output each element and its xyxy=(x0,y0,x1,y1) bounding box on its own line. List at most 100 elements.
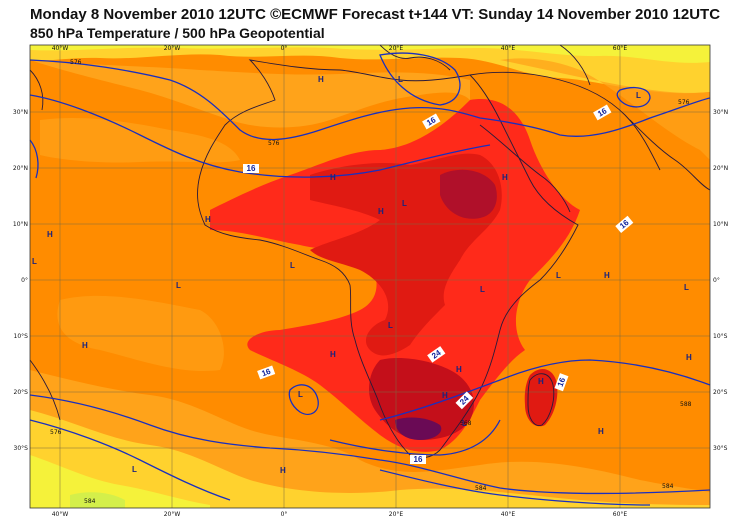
geo-label: 576 xyxy=(50,429,62,436)
kalahari-extreme-core xyxy=(395,417,442,440)
lat-label: 20°N xyxy=(713,165,728,172)
geo-label: 584 xyxy=(475,485,487,492)
lon-label: 0° xyxy=(281,45,288,52)
lat-label: 0° xyxy=(713,277,720,284)
lon-label: 60°E xyxy=(613,45,628,52)
lat-label: 10°S xyxy=(713,333,728,340)
lat-label: 10°N xyxy=(13,221,28,228)
pressure-markers: H H H H H H H H H H H H H H H L L L L L … xyxy=(32,75,692,475)
low-marker: L xyxy=(636,91,641,100)
label-box xyxy=(455,391,474,410)
lon-label: 20°E xyxy=(389,511,404,518)
high-marker: H xyxy=(456,365,462,374)
coastlines xyxy=(29,44,711,459)
map-subtitle: 850 hPa Temperature / 500 hPa Geopotenti… xyxy=(30,25,325,41)
high-marker: H xyxy=(82,341,88,350)
geo-label: 576 xyxy=(678,99,690,106)
map-title: Monday 8 November 2010 12UTC ©ECMWF Fore… xyxy=(30,6,721,23)
north-cold-band xyxy=(30,45,710,63)
lat-label: 0° xyxy=(21,277,28,284)
label-box xyxy=(257,365,276,380)
map-frame xyxy=(29,44,711,509)
high-marker: H xyxy=(686,353,692,362)
high-marker: H xyxy=(538,377,544,386)
high-marker: H xyxy=(47,230,53,239)
contour-labels: 16 16 16 16 16 24 24 16 16 576 576 576 5… xyxy=(50,59,692,505)
lat-label: 20°N xyxy=(13,165,28,172)
lat-label: 10°S xyxy=(14,333,29,340)
low-marker: L xyxy=(684,283,689,292)
high-marker: H xyxy=(598,427,604,436)
label-box xyxy=(593,104,612,121)
high-marker: H xyxy=(502,173,508,182)
low-marker: L xyxy=(480,285,485,294)
low-marker: L xyxy=(32,257,37,266)
lat-labels-left: 30°N 20°N 10°N 0° 10°S 20°S 30°S xyxy=(13,109,28,452)
lat-label: 20°S xyxy=(14,389,29,396)
sudan-extreme-core xyxy=(440,169,497,219)
low-marker: L xyxy=(398,75,403,84)
geo-label: 584 xyxy=(84,498,96,505)
north-mild-band xyxy=(30,60,470,128)
lon-label: 20°W xyxy=(164,511,181,518)
label-box xyxy=(410,455,426,464)
lon-labels-top: 40°W 20°W 0° 20°E 40°E 60°E xyxy=(52,45,628,52)
geo-label: 588 xyxy=(680,401,692,408)
lat-label: 10°N xyxy=(713,221,728,228)
madagascar-hot xyxy=(524,368,558,427)
lat-label: 30°S xyxy=(713,445,728,452)
label-box xyxy=(615,215,634,233)
geo-label: 576 xyxy=(268,140,280,147)
geopotential-contours xyxy=(29,52,711,506)
temp-label: 16 xyxy=(260,367,272,379)
lat-label: 30°S xyxy=(14,445,29,452)
lon-label: 40°E xyxy=(501,45,516,52)
lon-label: 60°E xyxy=(613,511,628,518)
south-coldest-patch xyxy=(70,492,125,508)
low-marker: L xyxy=(402,199,407,208)
high-marker: H xyxy=(280,466,286,475)
high-marker: H xyxy=(205,215,211,224)
lon-label: 20°W xyxy=(164,45,181,52)
low-marker: L xyxy=(132,465,137,474)
label-box xyxy=(422,113,441,130)
high-marker: H xyxy=(604,271,610,280)
southern-africa-hot-core xyxy=(368,358,474,440)
lon-label: 20°E xyxy=(389,45,404,52)
high-marker: H xyxy=(330,350,336,359)
lat-labels-right: 30°N 20°N 10°N 0° 10°S 20°S 30°S xyxy=(713,109,728,452)
high-marker: H xyxy=(442,391,448,400)
temp-label: 16 xyxy=(414,455,423,464)
south-cool-band xyxy=(30,410,710,508)
label-box xyxy=(427,346,446,363)
high-marker: H xyxy=(378,207,384,216)
low-marker: L xyxy=(298,390,303,399)
lon-label: 40°W xyxy=(52,45,69,52)
lat-label: 20°S xyxy=(713,389,728,396)
lat-label: 30°N xyxy=(13,109,28,116)
label-box xyxy=(243,164,259,173)
high-marker: H xyxy=(318,75,324,84)
lon-label: 40°E xyxy=(501,511,516,518)
low-marker: L xyxy=(176,281,181,290)
geo-label: 576 xyxy=(70,59,82,66)
atlantic-mild-patch xyxy=(40,118,240,163)
middle-east-mild xyxy=(500,58,710,160)
label-box xyxy=(554,373,569,392)
low-marker: L xyxy=(462,419,467,428)
low-marker: L xyxy=(388,321,393,330)
lat-label: 30°N xyxy=(713,109,728,116)
lon-label: 0° xyxy=(281,511,288,518)
temp-label: 16 xyxy=(247,164,256,173)
south-atlantic-mild-patch xyxy=(57,295,224,371)
temp-label: 16 xyxy=(556,376,568,388)
low-marker: L xyxy=(556,271,561,280)
geo-label: 568 xyxy=(460,420,472,427)
lon-label: 40°W xyxy=(52,511,69,518)
high-marker: H xyxy=(330,173,336,182)
lon-labels-bottom: 40°W 20°W 0° 20°E 40°E 60°E xyxy=(52,511,628,518)
low-marker: L xyxy=(290,261,295,270)
north-cool-band xyxy=(30,45,710,94)
geo-label: 584 xyxy=(662,483,674,490)
